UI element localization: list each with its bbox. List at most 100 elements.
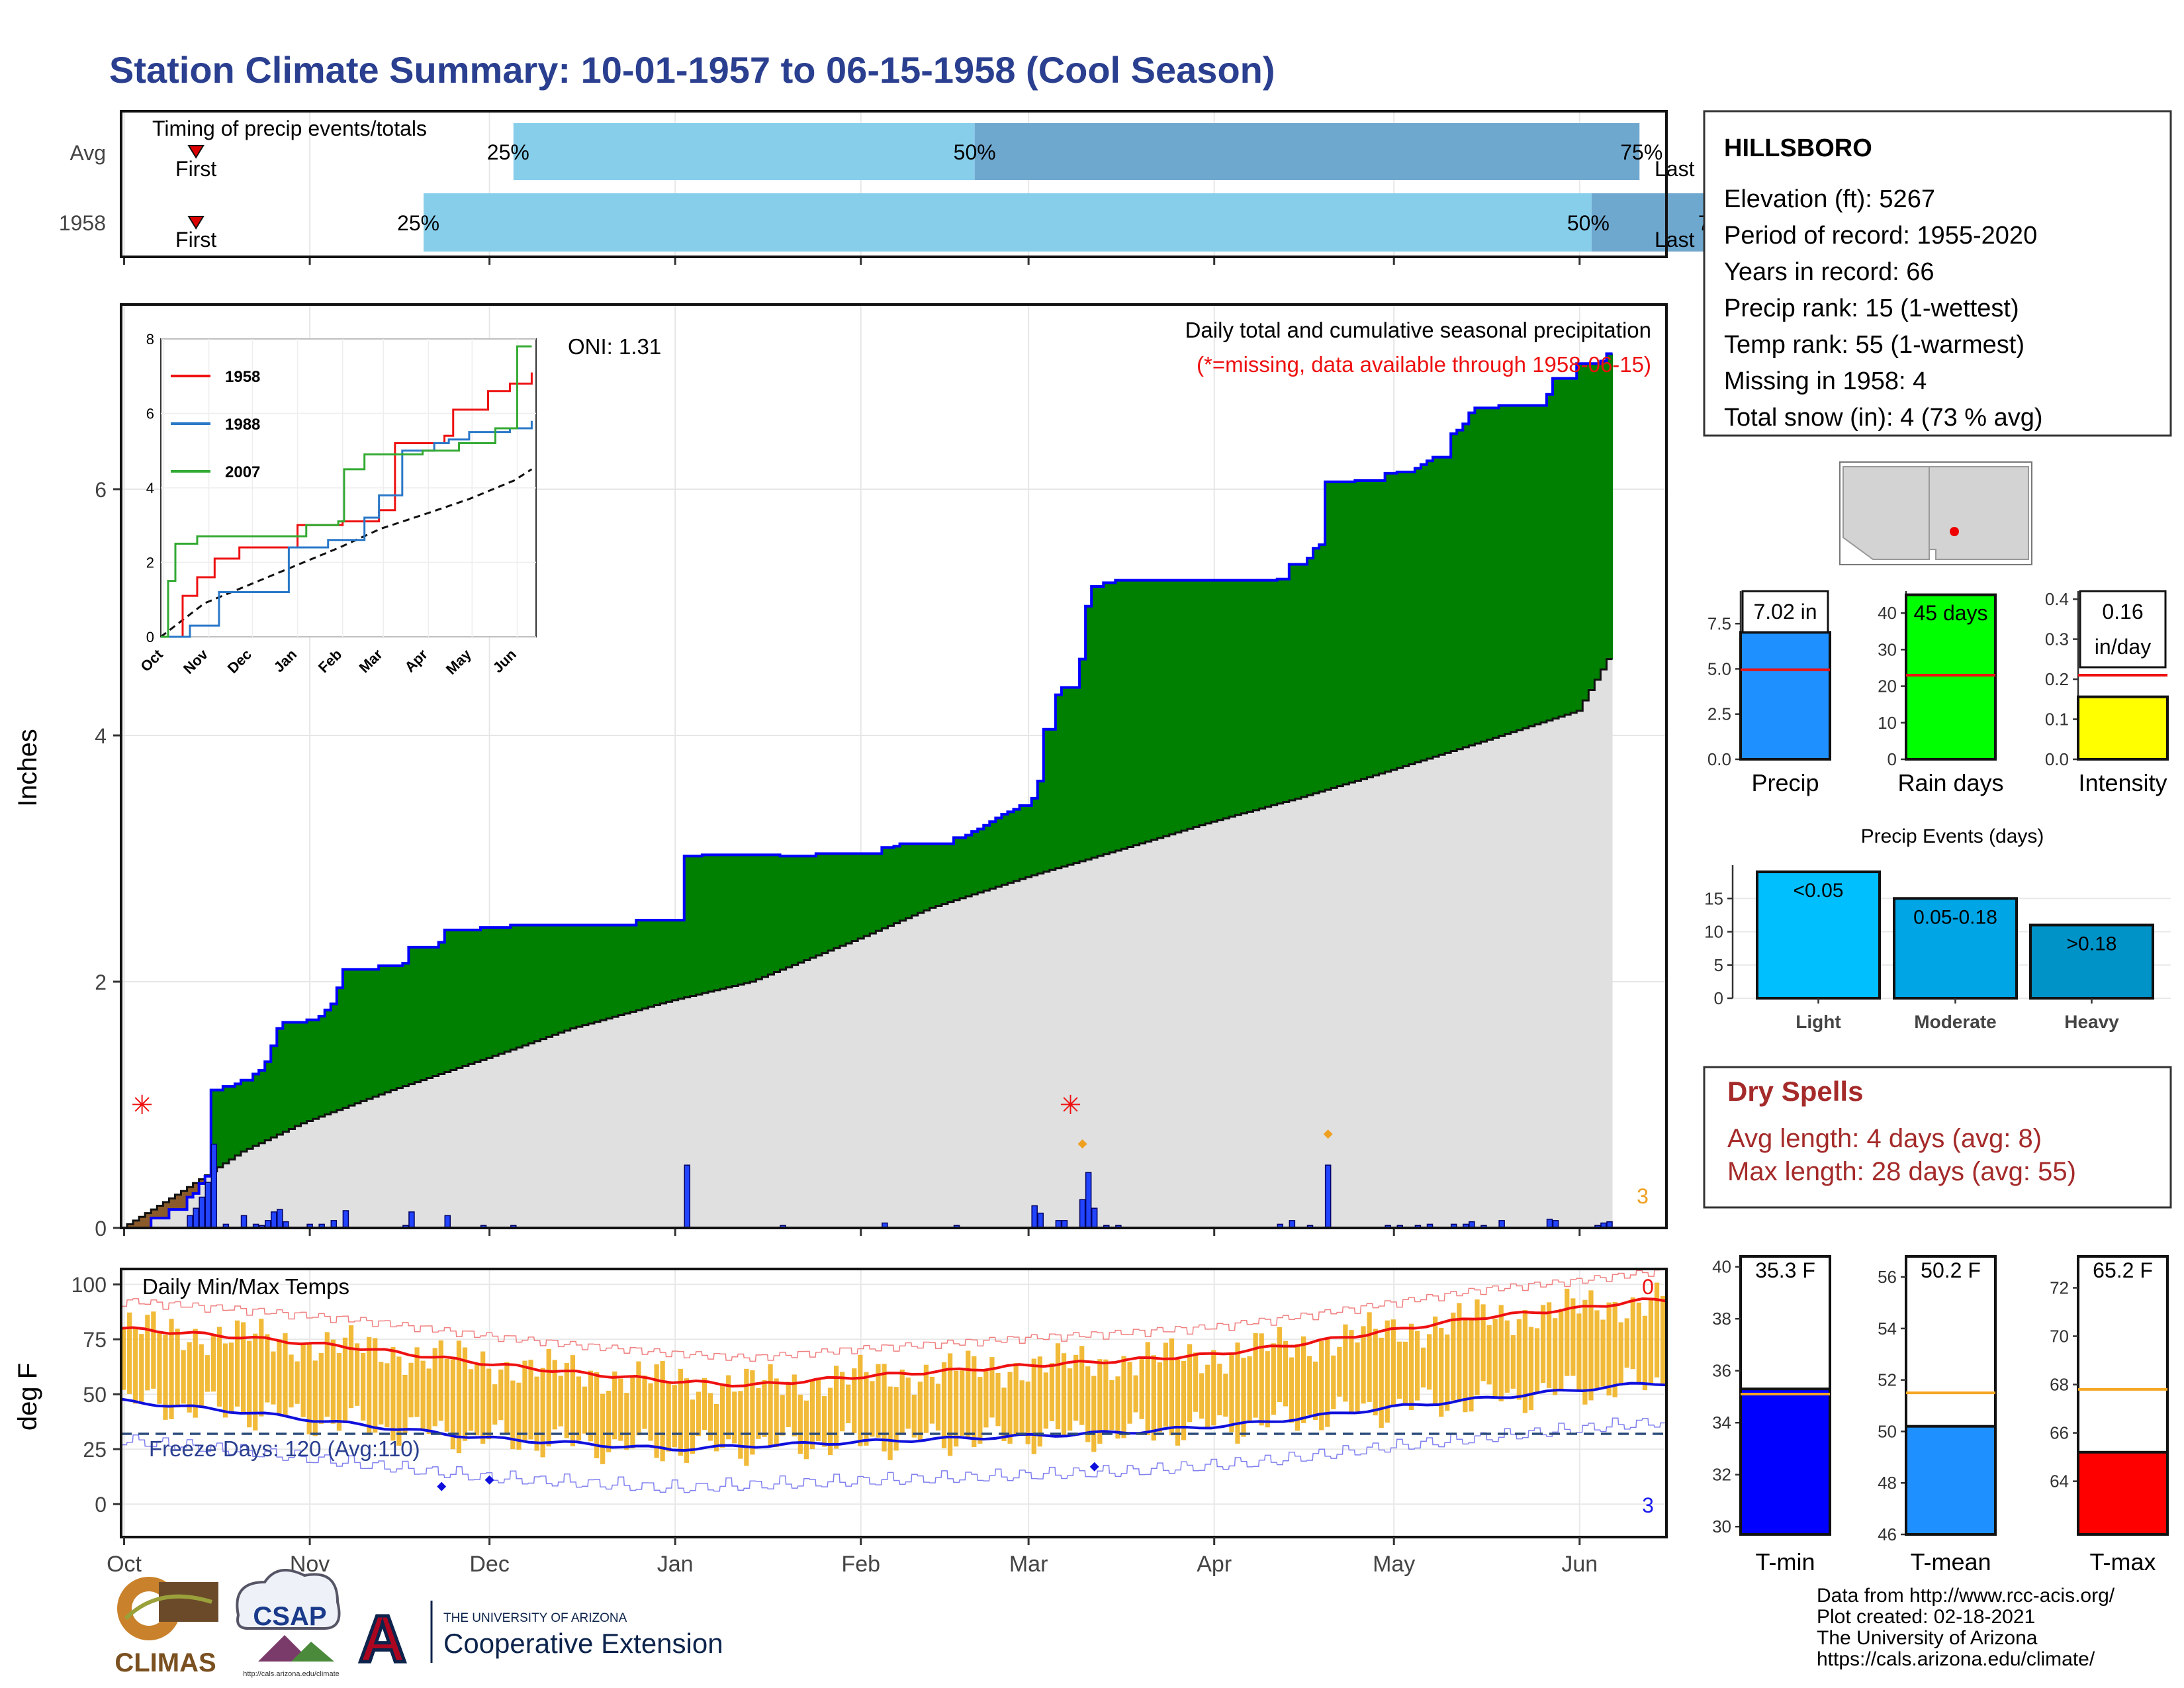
above-average-fill — [864, 853, 870, 937]
above-average-fill — [1600, 361, 1608, 670]
above-average-fill — [1594, 363, 1602, 680]
daily-temp-range-bar — [1295, 1344, 1300, 1431]
daily-temp-range-bar — [1265, 1351, 1270, 1428]
above-average-fill — [1433, 457, 1439, 757]
daily-temp-range-bar — [935, 1383, 941, 1431]
daily-temp-range-bar — [1373, 1329, 1378, 1416]
above-average-fill — [450, 929, 457, 1070]
below-average-fill — [181, 1191, 188, 1210]
daily-temp-range-bar — [1618, 1322, 1623, 1383]
timing-label-50: 50% — [954, 140, 996, 164]
above-average-fill — [972, 831, 978, 895]
above-average-fill — [402, 963, 410, 1086]
daily-temp-range-bar — [887, 1386, 893, 1460]
daily-temp-range-bar — [330, 1339, 336, 1424]
mini-bar-name: Rain days — [1897, 769, 2003, 796]
above-average-fill — [672, 920, 679, 1000]
above-average-fill — [1343, 481, 1349, 784]
temp-x-tick-label: Oct — [107, 1552, 142, 1577]
above-average-fill — [1522, 405, 1529, 728]
daily-temp-range-bar — [163, 1335, 168, 1420]
above-average-fill — [1205, 580, 1212, 823]
daily-temp-range-bar — [858, 1354, 863, 1446]
daily-temp-range-bar — [803, 1400, 809, 1460]
daily-temp-range-bar — [1007, 1372, 1013, 1444]
above-average-fill — [1559, 378, 1565, 717]
above-average-fill — [1001, 814, 1009, 885]
daily-temp-range-bar — [612, 1371, 617, 1440]
daily-temp-range-bar — [1145, 1342, 1150, 1436]
last-event-label: Last — [1655, 228, 1695, 252]
timing-row-label-avg: Avg — [69, 141, 106, 165]
above-average-fill — [1457, 430, 1463, 749]
daily-temp-range-bar — [600, 1393, 606, 1464]
daily-temp-range-bar — [181, 1350, 186, 1404]
mini-bar-tick-label: 0.0 — [2045, 749, 2069, 769]
above-average-fill — [768, 855, 775, 975]
temp-bar-tick-label: 52 — [1878, 1370, 1897, 1390]
daily-temp-range-bar — [792, 1374, 797, 1436]
footer-line-university: The University of Arizona — [1817, 1627, 2038, 1649]
above-average-fill — [1373, 480, 1380, 776]
temp-bar-tick-label: 70 — [2050, 1327, 2069, 1346]
mini-bar-tick-label: 0 — [1888, 749, 1897, 769]
daily-temp-range-bar — [379, 1362, 384, 1425]
daily-temp-range-bar — [1241, 1358, 1246, 1437]
daily-temp-range-bar — [1457, 1303, 1462, 1403]
events-y-tick-label: 0 — [1714, 988, 1723, 1008]
precip-events-title: Precip Events (days) — [1861, 825, 2044, 847]
above-average-fill — [648, 920, 655, 1007]
above-average-fill — [210, 1090, 218, 1172]
above-average-fill — [277, 1028, 283, 1135]
daily-temp-range-bar — [1504, 1320, 1510, 1393]
daily-temp-range-bar — [690, 1399, 696, 1454]
above-average-fill — [660, 920, 667, 1004]
precip-y-tick-label: 2 — [95, 970, 107, 994]
above-average-fill — [786, 856, 793, 968]
daily-temp-range-bar — [1433, 1316, 1438, 1407]
daily-temp-range-bar — [1480, 1304, 1486, 1382]
daily-temp-range-bar — [1451, 1312, 1456, 1401]
daily-temp-range-bar — [1121, 1356, 1126, 1438]
above-average-fill — [1169, 580, 1176, 835]
daily-temp-range-bar — [1043, 1372, 1048, 1429]
daily-temp-range-bar — [216, 1327, 222, 1407]
precip-annotation-missing: (*=missing, data available through 1958-… — [1197, 352, 1651, 377]
above-average-fill — [1073, 687, 1080, 863]
temp-y-axis-label: deg F — [13, 1363, 42, 1430]
above-average-fill — [690, 856, 697, 996]
season-temp-bars: 30 32 34 36 38 40 35.3 F T-min 46 48 50 52 54 56 50.2 … — [1712, 1255, 2169, 1575]
inset-legend-label: 1988 — [225, 416, 260, 434]
above-average-fill — [1025, 806, 1032, 877]
timing-row-label-1958: 1958 — [59, 211, 106, 235]
above-average-fill — [750, 855, 756, 982]
daily-temp-range-bar — [1553, 1318, 1558, 1395]
above-average-fill — [995, 818, 1003, 887]
above-average-fill — [289, 1022, 296, 1129]
inset-legend-label: 1958 — [225, 368, 260, 386]
daily-temp-range-bar — [1271, 1343, 1276, 1415]
above-average-fill — [762, 855, 769, 977]
daily-temp-range-bar — [821, 1396, 827, 1447]
climas-logo-text: CLIMAS — [114, 1648, 216, 1677]
above-average-fill — [1175, 580, 1182, 833]
temp-x-tick-label: Mar — [1009, 1552, 1048, 1577]
daily-temp-range-bar — [1570, 1298, 1576, 1376]
daily-temp-range-bar — [995, 1373, 1001, 1427]
daily-temp-range-bar — [1367, 1312, 1372, 1402]
daily-temp-range-bar — [456, 1340, 462, 1454]
daily-temp-range-bar — [1019, 1380, 1024, 1433]
daily-temp-range-bar — [234, 1320, 240, 1407]
daily-temp-range-bar — [827, 1387, 833, 1455]
inset-series-2007 — [161, 345, 532, 638]
daily-temp-range-bar — [707, 1393, 713, 1441]
temp-panel-title: Daily Min/Max Temps — [142, 1274, 349, 1299]
ua-block-a-icon: A — [359, 1602, 406, 1676]
precip-event-category: Light — [1796, 1011, 1841, 1032]
daily-temp-range-bar — [642, 1375, 647, 1429]
above-average-fill — [935, 843, 942, 906]
mini-bar-unit-label: in/day — [2095, 635, 2151, 659]
above-average-fill — [1306, 558, 1314, 796]
temp-bar-tick-label: 40 — [1712, 1257, 1731, 1277]
above-average-fill — [636, 920, 643, 1010]
